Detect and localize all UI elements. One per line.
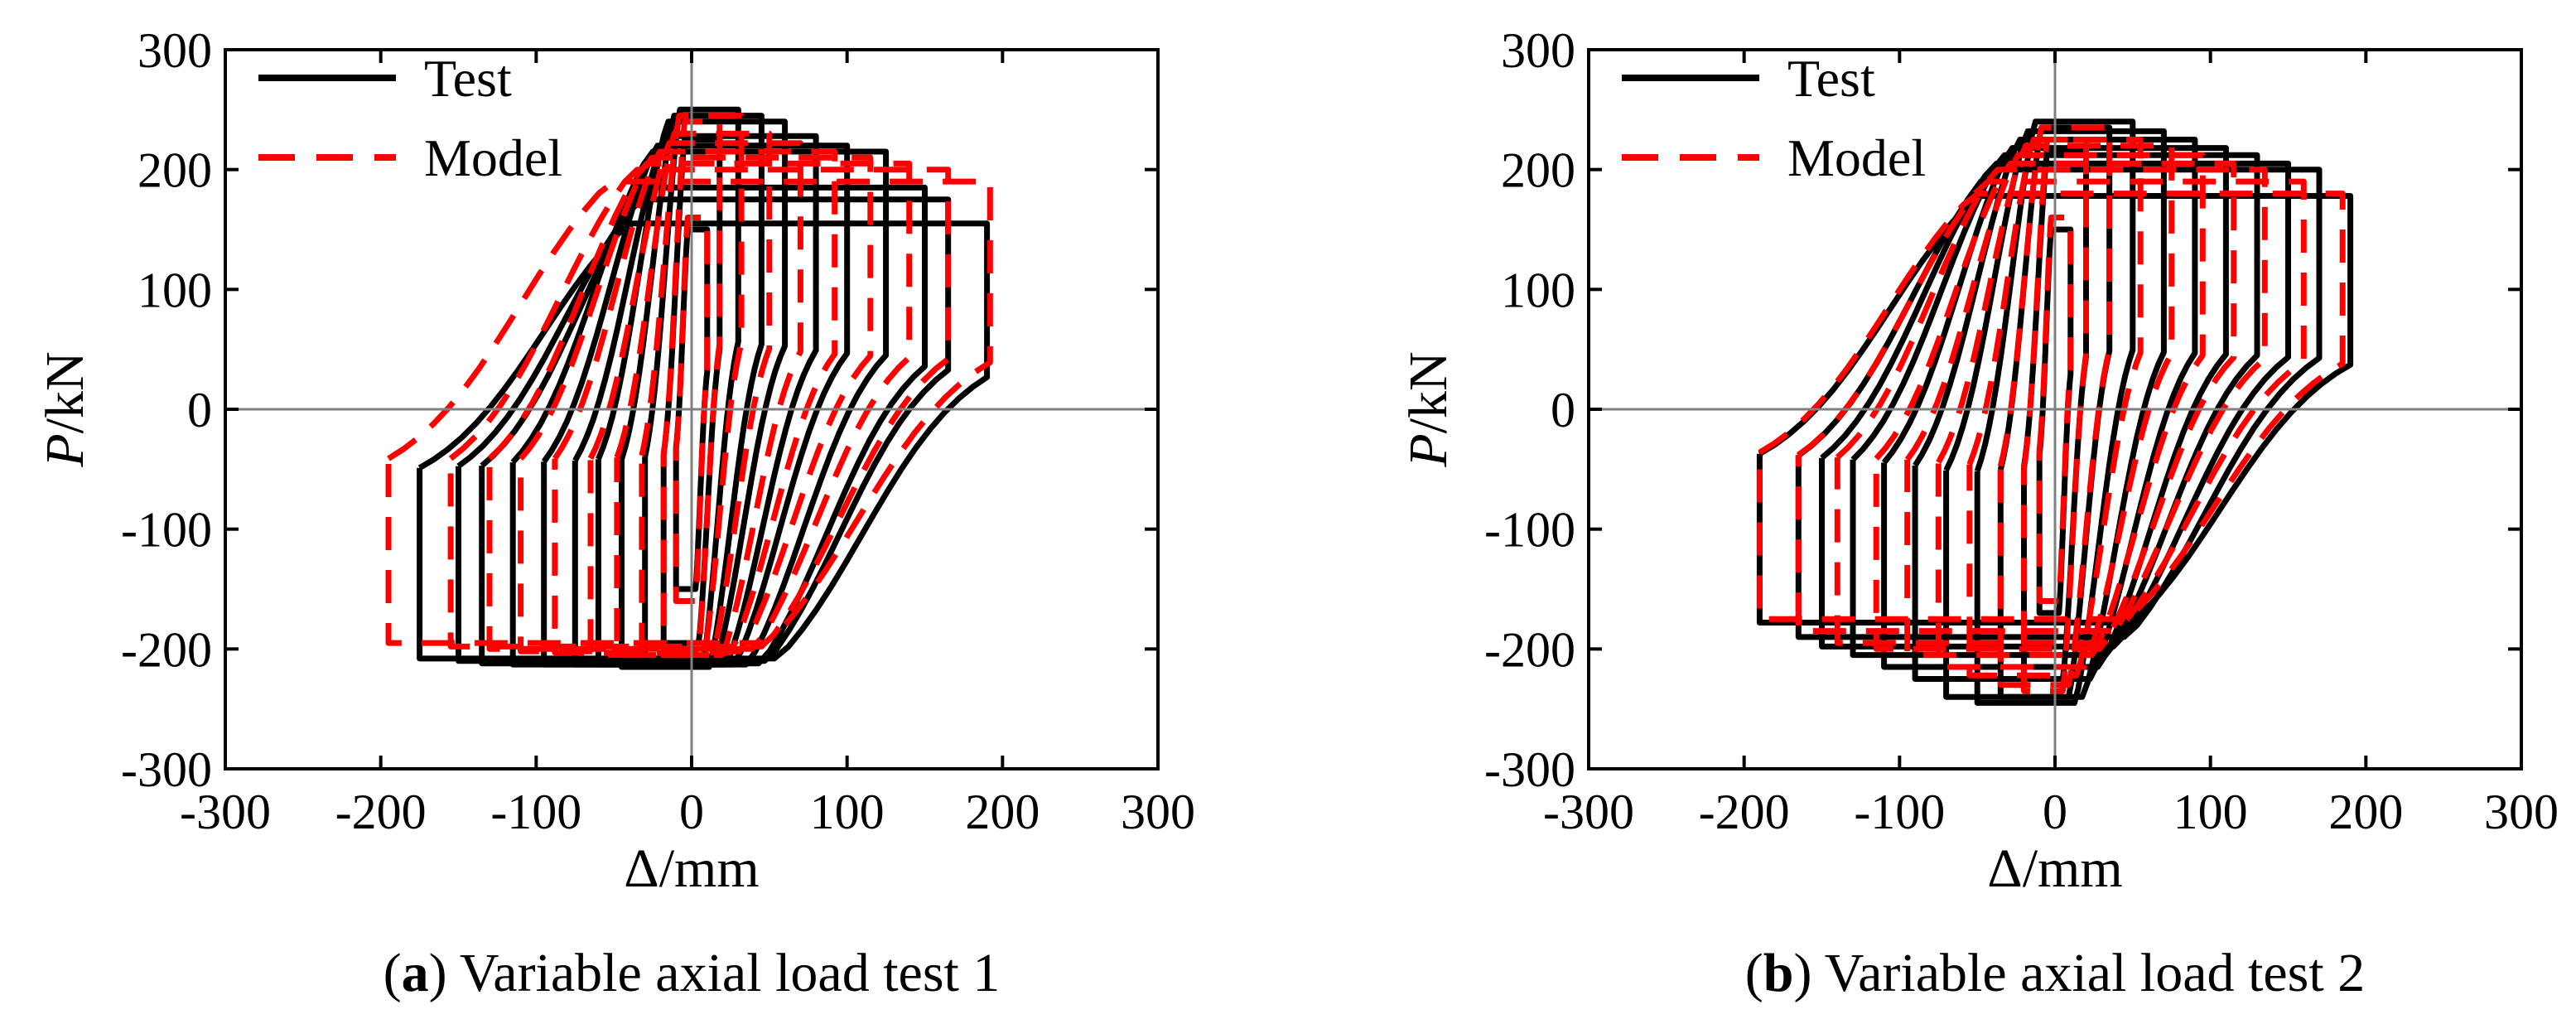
y-axis-title: P/kN	[35, 351, 95, 467]
x-tick-label: -200	[1699, 785, 1790, 839]
x-tick-label: -100	[1854, 785, 1945, 839]
legend: Test Model	[1622, 49, 1926, 187]
model-loop-6	[1904, 152, 2206, 659]
x-tick-label: 200	[2328, 785, 2403, 839]
y-axis-title-unit: /kN	[35, 351, 95, 433]
y-axis-title-symbol: P	[35, 433, 95, 467]
model-loop-10	[385, 178, 993, 646]
caption-text-a: Variable axial load test 1	[460, 943, 1000, 1003]
x-axis-title: Δ/mm	[624, 838, 759, 899]
tick-marks	[224, 48, 1160, 770]
model-loop-4	[614, 130, 773, 659]
x-tick-label: -300	[180, 785, 271, 839]
y-axis-title-unit: /kN	[1398, 351, 1459, 433]
model-loop-7	[1873, 160, 2237, 652]
x-axis-title: Δ/mm	[1987, 838, 2122, 899]
x-tick-label: 200	[965, 785, 1040, 839]
legend-label-model: Model	[1787, 128, 1926, 187]
y-tick-label: 200	[137, 143, 212, 198]
x-tick-label: 0	[679, 785, 704, 839]
y-tick-label: 100	[1501, 263, 1575, 317]
test-loop-11	[417, 220, 991, 662]
legend-label-test: Test	[424, 49, 512, 108]
panel-label-b: b	[1763, 943, 1794, 1003]
y-tick-label: -100	[1484, 503, 1575, 558]
legend: Test Model	[258, 49, 562, 187]
test-loop-4	[1974, 118, 2136, 706]
model-loop-5	[1935, 142, 2175, 670]
panel-caption-b: (b) Variable axial load test 2	[1745, 943, 2365, 1003]
y-tick-label: -200	[1484, 622, 1575, 677]
test-loop-11	[1756, 193, 2354, 626]
caption-text-b: Variable axial load test 2	[1825, 943, 2365, 1003]
y-axis-title-symbol: P	[1398, 433, 1459, 467]
y-axis-title: P/kN	[1398, 351, 1459, 467]
y-tick-label: 300	[1501, 23, 1575, 78]
model-loop-1	[673, 215, 711, 604]
y-tick-label: 200	[1501, 143, 1575, 198]
x-tick-label: -100	[490, 785, 581, 839]
x-tick-label: 300	[2484, 785, 2559, 839]
series-layer	[385, 106, 993, 670]
tick-marks	[1587, 48, 2523, 770]
y-tick-label: 0	[187, 383, 212, 437]
legend-label-model: Model	[424, 128, 562, 187]
model-loop-5	[587, 140, 803, 659]
model-loop-7	[518, 154, 874, 654]
x-tick-label: 300	[1121, 785, 1195, 839]
series-layer	[1756, 118, 2354, 706]
test-loop-1	[2036, 226, 2074, 616]
test-loop-10	[1795, 167, 2323, 640]
x-tick-label: 0	[2043, 785, 2067, 839]
x-tick-label: 100	[810, 785, 885, 839]
panel-caption-a: (a) Variable axial load test 1	[384, 943, 1001, 1003]
y-tick-label: -100	[121, 503, 212, 558]
model-loop-1	[2036, 215, 2074, 604]
legend-label-test: Test	[1787, 49, 1875, 108]
x-tick-label: 100	[2173, 785, 2248, 839]
panel-label-a: a	[402, 943, 429, 1003]
y-tick-label: 0	[1551, 383, 1575, 437]
y-tick-label: 300	[137, 23, 212, 78]
y-tick-label: -300	[121, 742, 212, 797]
model-loop-8	[486, 160, 913, 652]
model-loop-2	[2021, 137, 2089, 694]
test-loop-1	[673, 226, 711, 592]
tick-labels: -300 -200 -100 0 100 200 300 -300 -200 -100 0 100 20…	[121, 23, 1195, 839]
chart-panel-a: -300 -200 -100 0 100 200 300 -300 -200 -100 0 100 20…	[35, 23, 1195, 1003]
model-loop-4	[1966, 137, 2144, 679]
y-tick-label: -200	[121, 622, 212, 677]
y-tick-label: -300	[1484, 742, 1575, 797]
model-loop-10	[1756, 191, 2346, 622]
chart-panel-b: -300 -200 -100 0 100 200 300 -300 -200 -100 0 100 20…	[1398, 23, 2559, 1003]
x-tick-label: -300	[1543, 785, 1634, 839]
y-tick-label: 100	[137, 263, 212, 317]
model-loop-6	[552, 148, 838, 656]
x-tick-label: -200	[335, 785, 427, 839]
tick-labels: -300 -200 -100 0 100 200 300 -300 -200 -100 0 100 20…	[1484, 23, 2559, 839]
